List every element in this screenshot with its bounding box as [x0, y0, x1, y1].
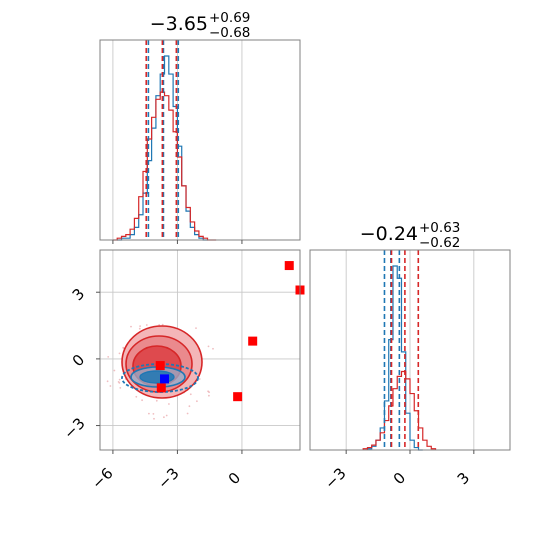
marginal-y-panel: −0.24 +0.63 −0.62 −3 0 3: [309, 220, 511, 493]
marginal-y-x-tick-label: 3: [454, 469, 473, 488]
sample-dot: [198, 378, 201, 380]
sample-dot: [188, 405, 191, 408]
marginal-x-ticks: [112, 240, 243, 244]
marginal-y-x-tick-labels: −3 0 3: [321, 464, 473, 492]
sample-dot: [113, 369, 116, 372]
marginal-x-title-minus: −0.68: [209, 25, 250, 41]
red-marker: [284, 261, 294, 271]
sample-dot: [195, 327, 197, 329]
joint-y-tick-labels: 3 0 −3: [60, 285, 88, 443]
sample-dot: [118, 378, 121, 381]
sample-dot: [145, 324, 148, 326]
sample-dot: [109, 385, 112, 387]
sample-dot: [212, 347, 214, 350]
sample-dot: [189, 393, 192, 396]
joint-x-tick-label: 0: [225, 469, 244, 488]
sample-dot: [130, 325, 132, 328]
sample-dot: [106, 380, 109, 383]
sample-dot: [196, 400, 198, 403]
marginal-x-quantile-lines: [145, 40, 180, 240]
sample-dot: [155, 399, 158, 402]
sample-dot: [186, 412, 189, 415]
histogram-series: [112, 91, 217, 241]
sample-dot: [118, 382, 121, 384]
marginal-x-title-value: −3.65: [150, 13, 208, 35]
marginal-y-ticks: [345, 450, 475, 454]
sample-dot: [161, 323, 164, 326]
joint-x-tick-label: −6: [88, 464, 116, 492]
sample-dot: [208, 394, 210, 397]
marginal-x-title-plus: +0.69: [209, 10, 250, 26]
joint-y-tick-label: 0: [69, 351, 88, 370]
joint-y-tick-label: −3: [60, 414, 88, 442]
sample-dot: [141, 399, 144, 402]
joint-panel: −6 −3 0 3 0 −3: [60, 249, 305, 493]
sample-dot: [152, 413, 155, 415]
joint-ticks: [96, 291, 243, 454]
sample-dot: [119, 387, 122, 389]
histogram-series: [117, 55, 208, 241]
marginal-x-frame: [99, 39, 301, 241]
sample-dot: [139, 325, 142, 327]
sample-dot: [122, 346, 125, 349]
sample-dot: [163, 416, 165, 419]
marginal-x-panel: −3.65 +0.69 −0.68: [99, 10, 301, 244]
joint-frame: [99, 249, 301, 451]
sample-dot: [135, 395, 138, 398]
sample-dot: [107, 356, 110, 358]
marginal-y-title-value: −0.24: [360, 223, 418, 245]
sample-dot: [138, 327, 141, 330]
marginal-y-histograms: [362, 265, 437, 451]
marginal-x-histograms: [112, 55, 217, 241]
blue-marker: [160, 374, 170, 384]
sample-dot: [148, 412, 150, 415]
red-marker: [233, 392, 243, 402]
joint-y-tick-label: 3: [69, 285, 88, 304]
sample-dot: [208, 391, 211, 394]
marginal-y-x-tick-label: −3: [321, 464, 349, 492]
sample-dot: [118, 352, 121, 355]
joint-x-tick-label: −3: [154, 464, 182, 492]
sample-dot: [168, 403, 170, 405]
marginal-y-title-plus: +0.63: [419, 220, 460, 236]
sample-dot: [165, 414, 168, 417]
marginal-y-quantile-lines: [383, 250, 420, 450]
joint-x-tick-labels: −6 −3 0: [88, 464, 244, 492]
histogram-series: [366, 265, 423, 451]
red-marker: [156, 383, 166, 393]
sample-dot: [153, 417, 155, 420]
red-marker: [155, 361, 165, 371]
marginal-y-title-minus: −0.62: [419, 235, 460, 251]
marginal-y-x-tick-label: 0: [390, 469, 409, 488]
histogram-series: [362, 370, 437, 450]
joint-density-contours: [106, 323, 214, 420]
sample-dot: [207, 345, 210, 348]
red-marker: [248, 336, 258, 346]
